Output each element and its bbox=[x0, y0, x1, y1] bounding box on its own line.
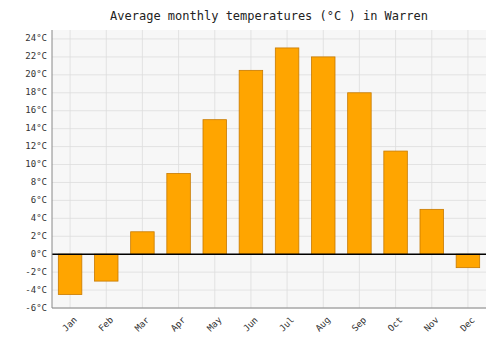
y-tick-label: 12°C bbox=[25, 141, 47, 151]
y-tick-labels: -6°C -4°C -2°C 0°C 2°C 4°C 6°C 8°C 10°C 12°C 14°C 1… bbox=[25, 33, 47, 312]
grid-line-x bbox=[178, 30, 179, 308]
bar bbox=[58, 254, 82, 294]
grid-line-y bbox=[52, 146, 486, 147]
y-tick-label: 0°C bbox=[31, 249, 47, 259]
x-tick-label: Dec bbox=[458, 315, 477, 334]
y-tick-label: 18°C bbox=[25, 87, 47, 97]
grid-line-y bbox=[52, 200, 486, 201]
y-tick-label: 10°C bbox=[25, 159, 47, 169]
title: Average monthly temperatures (°C ) in Wa… bbox=[110, 9, 428, 23]
x-tick-labels: Jan Feb Mar Apr May Jun Jul Aug Sep Oct Nov Dec bbox=[60, 314, 476, 333]
grid bbox=[52, 30, 486, 308]
chart-svg: -6°C -4°C -2°C 0°C 2°C 4°C 6°C 8°C 10°C 12°C 14°C 1… bbox=[0, 0, 500, 350]
zero-line bbox=[52, 253, 486, 255]
grid-line-y bbox=[52, 56, 486, 57]
y-tick-label: 22°C bbox=[25, 51, 47, 61]
grid-line-y bbox=[52, 308, 486, 309]
bar bbox=[275, 48, 299, 254]
x-tick-label: Apr bbox=[169, 314, 188, 333]
grid-line-y bbox=[52, 92, 486, 93]
y-tick-label: 14°C bbox=[25, 123, 47, 133]
grid-line-y bbox=[52, 182, 486, 183]
grid-line-y bbox=[52, 74, 486, 75]
bar bbox=[94, 254, 118, 281]
bar bbox=[384, 151, 408, 254]
bar bbox=[239, 70, 263, 254]
x-axis-line bbox=[52, 308, 486, 309]
y-tick-label: -6°C bbox=[25, 303, 47, 313]
grid-line-y bbox=[52, 254, 486, 255]
y-tick-label: -4°C bbox=[25, 285, 47, 295]
plot-background bbox=[52, 30, 486, 308]
y-tick-label: 24°C bbox=[25, 33, 47, 43]
x-tick-label: Aug bbox=[314, 315, 333, 334]
grid-line-x bbox=[142, 30, 143, 308]
x-tick-label: Mar bbox=[133, 314, 152, 333]
y-tick-label: 4°C bbox=[31, 213, 47, 223]
bar bbox=[420, 209, 444, 254]
bar bbox=[203, 120, 227, 255]
grid-line-y bbox=[52, 128, 486, 129]
y-tick-label: 2°C bbox=[31, 231, 47, 241]
x-tick-label: Jul bbox=[277, 315, 296, 334]
y-tick-label: 6°C bbox=[31, 195, 47, 205]
grid-line-x bbox=[431, 30, 432, 308]
x-tick-label: Nov bbox=[422, 315, 441, 334]
bar bbox=[456, 254, 480, 267]
y-axis-line bbox=[52, 30, 53, 308]
grid-line-y bbox=[52, 164, 486, 165]
y-tick-label: -2°C bbox=[25, 267, 47, 277]
x-tick-label: Sep bbox=[350, 315, 369, 334]
bar bbox=[167, 173, 191, 254]
grid-line-y bbox=[52, 38, 486, 39]
x-tick-label: Oct bbox=[386, 315, 405, 334]
chart-container: -6°C -4°C -2°C 0°C 2°C 4°C 6°C 8°C 10°C 12°C 14°C 1… bbox=[0, 0, 500, 350]
x-tick-label: May bbox=[205, 314, 224, 333]
bar bbox=[311, 57, 335, 254]
x-tick-label: Jun bbox=[241, 315, 260, 334]
bar bbox=[348, 93, 372, 254]
grid-line-y bbox=[52, 290, 486, 291]
x-tick-label: Jan bbox=[60, 315, 79, 334]
y-tick-label: 16°C bbox=[25, 105, 47, 115]
y-tick-label: 8°C bbox=[31, 177, 47, 187]
x-tick-label: Feb bbox=[97, 315, 116, 334]
bar bbox=[131, 232, 155, 254]
grid-line-y bbox=[52, 110, 486, 111]
y-tick-label: 20°C bbox=[25, 69, 47, 79]
marks bbox=[52, 48, 486, 295]
